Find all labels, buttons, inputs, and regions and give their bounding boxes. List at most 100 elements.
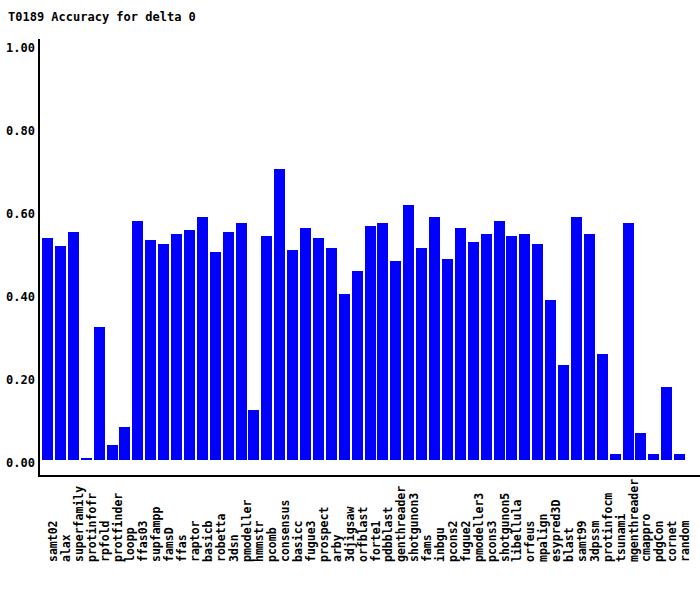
bar	[184, 230, 195, 460]
x-tick-label: raptor	[189, 520, 201, 562]
x-tick-label: 3dsn	[228, 534, 240, 562]
bar	[661, 387, 672, 460]
x-tick-label: genthreader	[395, 486, 407, 562]
x-tick-label: pdbblast	[382, 507, 394, 562]
y-tick-label: 0.80	[0, 123, 35, 139]
x-tick-label: basicb	[202, 520, 214, 562]
bar	[68, 232, 79, 460]
x-tick-label: pcons3	[486, 520, 498, 562]
x-tick-label: orfblast	[357, 507, 369, 562]
x-tick-label: shotgunon3	[408, 493, 420, 562]
bar	[532, 244, 543, 460]
x-tick-label: samt02	[47, 520, 59, 562]
y-axis-line	[38, 39, 40, 477]
bar	[339, 294, 350, 460]
bar	[429, 217, 440, 460]
x-tick-label: alax	[60, 534, 72, 562]
x-tick-label: random	[679, 520, 691, 562]
x-tick-label: robetta	[215, 514, 227, 562]
bar	[377, 223, 388, 460]
x-tick-label: tsunami	[615, 514, 627, 562]
bar	[55, 246, 66, 460]
x-tick-label: libellula	[511, 500, 523, 562]
bar	[171, 234, 182, 460]
x-tick-label: ffas	[176, 534, 188, 562]
x-tick-label: prospect	[318, 507, 330, 562]
y-tick-label: 0.40	[0, 289, 35, 305]
bar	[158, 244, 169, 460]
x-tick-label: loopp	[124, 527, 136, 562]
y-tick-label: 0.00	[0, 455, 35, 471]
bar	[390, 261, 401, 460]
y-tick-label: 0.60	[0, 206, 35, 222]
bar	[494, 221, 505, 460]
x-tick-label: samt99	[576, 520, 588, 562]
x-tick-label: cmappro	[640, 514, 652, 562]
x-tick-label: protinfocm	[602, 493, 614, 562]
x-tick-label: rpfold	[99, 520, 111, 562]
x-tick-label: consensus	[279, 500, 291, 562]
bar	[210, 252, 221, 460]
bar	[674, 454, 685, 460]
x-tick-label: protinfofr	[86, 493, 98, 562]
bar	[365, 226, 376, 460]
x-tick-label: pdgCon	[653, 520, 665, 562]
chart-title: T0189 Accuracy for delta 0	[8, 10, 196, 24]
bar	[597, 354, 608, 460]
x-tick-label: fugue2	[460, 520, 472, 562]
y-tick-label: 0.20	[0, 372, 35, 388]
bar	[468, 242, 479, 460]
x-tick-label: pcons2	[447, 520, 459, 562]
y-tick-label: 1.00	[0, 40, 35, 56]
bar	[145, 240, 156, 460]
bar	[610, 454, 621, 460]
bar	[119, 427, 130, 460]
x-tick-label: ffas03	[137, 520, 149, 562]
bar	[107, 445, 118, 460]
x-tick-label: pcomb	[266, 527, 278, 562]
bar	[481, 234, 492, 460]
bar	[326, 248, 337, 460]
x-axis-line	[38, 475, 700, 477]
bar	[571, 217, 582, 460]
bar	[287, 250, 298, 460]
bar	[648, 454, 659, 460]
bar	[313, 238, 324, 460]
bar	[416, 248, 427, 460]
bar	[42, 238, 53, 460]
x-tick-label: hmmstr	[253, 520, 265, 562]
bar	[584, 234, 595, 460]
x-tick-label: esypred3D	[550, 500, 562, 562]
bar	[248, 410, 259, 460]
x-tick-label: 3djigsaw	[344, 507, 356, 562]
bar	[403, 205, 414, 460]
bar	[261, 236, 272, 460]
bar	[236, 223, 247, 460]
bar	[197, 217, 208, 460]
x-tick-label: arby	[331, 534, 343, 562]
x-tick-label: famsD	[163, 527, 175, 562]
x-tick-label: mpalign	[537, 514, 549, 562]
x-tick-label: basicc	[292, 520, 304, 562]
bar	[455, 228, 466, 460]
bar-chart: T0189 Accuracy for delta 0 0.00 0.20 0.40 0…	[0, 0, 700, 590]
bar	[94, 327, 105, 460]
bar	[623, 223, 634, 460]
bar	[352, 271, 363, 460]
bar	[558, 365, 569, 460]
bar	[506, 236, 517, 460]
x-tick-label: orfeus	[524, 520, 536, 562]
x-tick-label: inbgu	[434, 527, 446, 562]
bar	[442, 259, 453, 460]
x-tick-label: cornet	[666, 520, 678, 562]
bar	[300, 228, 311, 460]
bar	[635, 433, 646, 460]
x-tick-label: superfamily	[73, 486, 85, 562]
x-tick-label: fugue3	[305, 520, 317, 562]
x-tick-label: fams	[421, 534, 433, 562]
x-tick-label: supfampp	[150, 507, 162, 562]
bar	[519, 234, 530, 460]
x-tick-label: 3dpssm	[589, 520, 601, 562]
bar	[223, 232, 234, 460]
bar	[274, 169, 285, 460]
